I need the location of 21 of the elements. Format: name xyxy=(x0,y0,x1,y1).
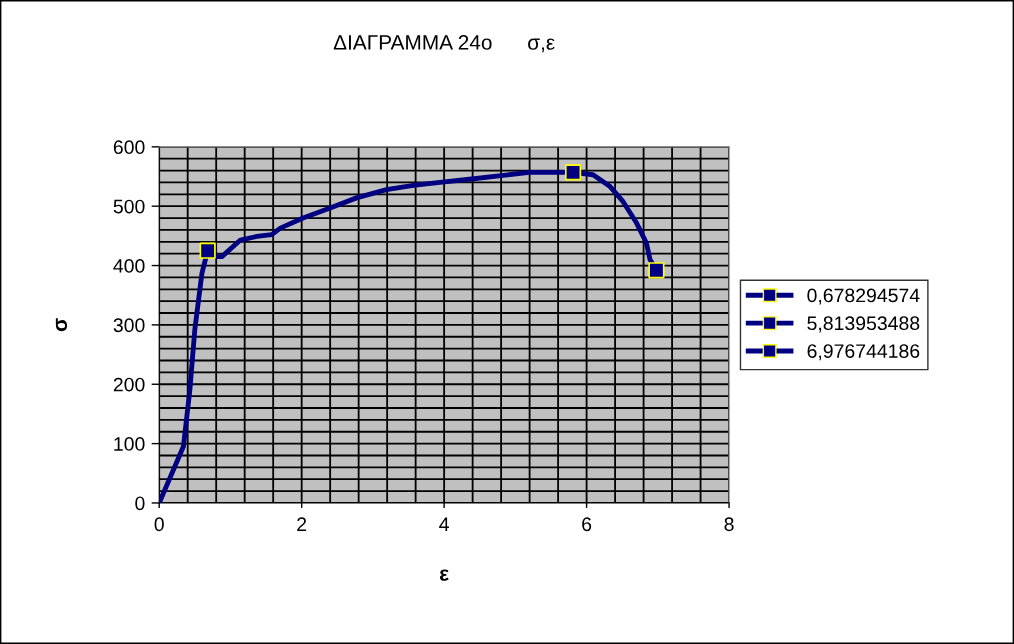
y-axis-title: σ xyxy=(55,318,68,332)
point xyxy=(199,242,216,259)
y-tick-label: 200 xyxy=(113,377,145,392)
y-tick-label: 300 xyxy=(113,318,145,333)
legend-label: 6,976744186 xyxy=(807,344,920,361)
y-tick-label: 600 xyxy=(113,140,145,155)
x-tick-label: 0 xyxy=(154,517,164,532)
y-tick-label: 500 xyxy=(113,199,145,214)
x-tick-label: 6 xyxy=(582,517,592,532)
x-tick-label: 4 xyxy=(439,517,449,531)
legend-label: 5,813953488 xyxy=(807,316,920,333)
x-tick-label: 8 xyxy=(724,517,734,532)
point xyxy=(648,262,665,279)
y-tick-label: 0 xyxy=(135,496,145,511)
chart-title: ΔΙΑΓΡΑΜΜΑ 24ο σ,ε xyxy=(333,35,555,53)
legend-label: 0,678294574 xyxy=(807,288,920,305)
x-tick-label: 2 xyxy=(297,517,307,531)
y-tick-label: 100 xyxy=(114,437,145,451)
y-tick-label: 400 xyxy=(113,259,145,273)
x-axis-title: ε xyxy=(439,569,449,581)
point xyxy=(564,164,582,181)
